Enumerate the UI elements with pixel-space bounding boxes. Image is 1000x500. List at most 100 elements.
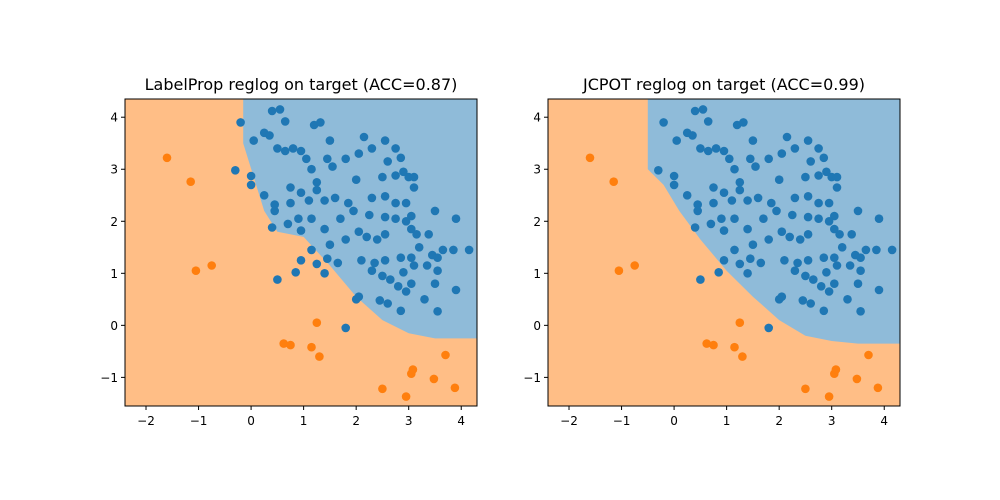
data-point-class1	[832, 183, 842, 192]
data-point-class1	[341, 235, 351, 244]
data-point-class1	[743, 269, 752, 278]
data-point-class0	[585, 153, 595, 163]
data-point-class1	[449, 245, 458, 255]
data-point-class1	[430, 279, 440, 289]
data-point-class1	[719, 146, 729, 156]
data-point-class1	[756, 258, 766, 268]
x-tick-label: −1	[613, 414, 631, 428]
data-point-class1	[830, 211, 839, 221]
data-point-class1	[231, 166, 240, 175]
data-point-class1	[396, 153, 406, 163]
data-point-class0	[315, 352, 324, 361]
data-point-class0	[312, 318, 322, 328]
data-point-class1	[790, 266, 800, 276]
data-point-class1	[832, 261, 842, 270]
data-point-class1	[383, 299, 393, 308]
data-point-class1	[320, 196, 329, 205]
data-point-class1	[793, 258, 802, 268]
data-point-class1	[830, 224, 839, 234]
data-point-class1	[824, 217, 834, 226]
data-point-class1	[819, 253, 829, 262]
data-point-class1	[777, 227, 787, 236]
data-point-class1	[767, 198, 776, 208]
data-point-class1	[764, 235, 773, 244]
x-tick-label: 2	[775, 414, 783, 428]
data-point-class0	[831, 365, 841, 374]
data-point-class1	[296, 226, 306, 235]
data-point-class1	[280, 146, 290, 156]
data-point-class1	[725, 154, 734, 164]
data-point-class1	[795, 235, 805, 244]
data-point-class0	[852, 374, 862, 384]
data-point-class1	[367, 193, 377, 203]
data-point-class1	[273, 275, 282, 284]
data-point-class0	[401, 392, 411, 401]
data-point-class0	[702, 339, 711, 348]
data-point-class1	[774, 175, 784, 184]
data-point-class1	[830, 279, 839, 289]
data-point-class1	[654, 166, 663, 175]
data-point-class1	[803, 212, 813, 222]
data-point-class1	[354, 292, 364, 302]
data-point-class1	[856, 307, 865, 316]
data-point-class1	[312, 259, 322, 269]
data-point-class1	[785, 232, 794, 242]
y-tick-label: 1	[110, 267, 118, 281]
data-point-class1	[719, 255, 729, 265]
x-tick-label: 3	[405, 414, 413, 428]
data-point-class1	[772, 206, 781, 216]
data-point-class1	[246, 171, 256, 181]
data-point-class1	[806, 157, 815, 166]
data-point-class1	[380, 136, 390, 145]
data-point-class1	[433, 307, 442, 316]
data-point-class1	[325, 240, 335, 249]
x-tick-label: 4	[880, 414, 888, 428]
data-point-class1	[307, 214, 316, 223]
data-point-class1	[323, 154, 332, 164]
data-point-class1	[872, 245, 881, 255]
data-point-class1	[312, 178, 322, 187]
data-point-class1	[380, 255, 390, 265]
data-point-class1	[354, 227, 364, 236]
data-point-class1	[727, 196, 737, 205]
data-point-class1	[743, 196, 752, 205]
data-point-class1	[280, 117, 290, 126]
data-point-class1	[401, 287, 411, 296]
x-tick-label: 3	[828, 414, 836, 428]
right-plot-panel: −2 −1 0 1 2 3 4 −1 0 1 2 3 4 JCPOT reglog on target (…	[523, 75, 901, 428]
data-point-class1	[304, 196, 314, 205]
data-point-class0	[162, 153, 172, 163]
data-point-class0	[609, 177, 618, 186]
data-point-class1	[409, 183, 419, 192]
x-tick-label: −2	[137, 414, 155, 428]
data-point-class1	[814, 214, 823, 223]
data-point-class1	[296, 146, 306, 156]
data-point-class1	[706, 219, 716, 229]
x-tick-label: 2	[352, 414, 360, 428]
data-point-class1	[819, 306, 829, 316]
y-tick-label: 4	[533, 111, 541, 125]
data-point-class1	[698, 105, 708, 114]
data-point-class1	[832, 172, 842, 182]
data-point-class1	[333, 258, 343, 268]
data-point-class1	[735, 185, 745, 195]
data-point-class1	[874, 214, 884, 223]
data-point-class1	[412, 230, 421, 239]
decision-region-class1	[243, 99, 477, 339]
data-point-class1	[391, 171, 400, 180]
data-point-class1	[861, 245, 871, 255]
data-point-class1	[236, 118, 245, 127]
data-point-class0	[441, 350, 450, 360]
data-point-class0	[801, 384, 810, 394]
x-tick-label: 1	[723, 414, 731, 428]
data-point-class1	[330, 193, 340, 203]
data-point-class1	[420, 295, 429, 304]
data-point-class1	[259, 191, 269, 200]
data-point-class1	[824, 198, 834, 208]
data-point-class1	[336, 214, 345, 223]
data-point-class1	[688, 131, 697, 140]
data-point-class1	[325, 136, 335, 145]
data-point-class1	[830, 253, 839, 262]
data-point-class1	[790, 144, 800, 153]
